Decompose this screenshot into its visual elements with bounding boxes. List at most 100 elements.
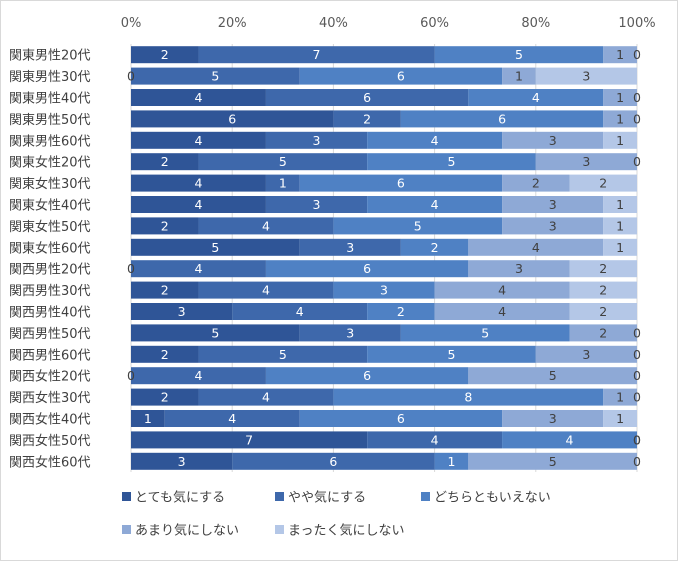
- data-label: 1: [515, 69, 523, 84]
- bar-segment: [367, 196, 503, 213]
- data-label: 6: [228, 111, 236, 126]
- category-label: 関東男性20代: [9, 48, 91, 64]
- bar-segment: [367, 131, 503, 149]
- data-label: 0: [633, 432, 641, 447]
- bar-segment: [265, 367, 469, 385]
- data-label: 1: [616, 240, 624, 255]
- data-label: 0: [633, 390, 641, 405]
- data-label: 0: [633, 325, 641, 340]
- bar-segment: [400, 110, 604, 128]
- bar-segment: [333, 281, 435, 299]
- data-label: 3: [582, 347, 590, 362]
- legend-swatch: [122, 525, 131, 534]
- data-label: 2: [431, 240, 439, 255]
- bar-segment: [299, 324, 401, 342]
- data-label: 6: [329, 454, 337, 469]
- bar-segment: [603, 131, 637, 149]
- category-label: 関西男性20代: [9, 263, 91, 278]
- legend-label: まったく気にしない: [288, 523, 404, 539]
- bar-segment: [502, 196, 604, 213]
- category-label: 関西女性50代: [9, 433, 91, 449]
- bar-segment: [535, 345, 637, 363]
- bar-segment: [502, 410, 604, 427]
- data-label: 4: [532, 90, 540, 105]
- data-label: 0: [633, 454, 641, 469]
- data-label: 6: [363, 261, 371, 276]
- data-label: 0: [633, 47, 641, 62]
- data-label: 0: [127, 368, 135, 383]
- category-label: 関東女性60代: [9, 240, 91, 256]
- data-label: 6: [397, 69, 405, 84]
- data-label: 2: [599, 176, 607, 191]
- bar-segment: [198, 388, 334, 406]
- bar-segment: [333, 110, 401, 128]
- data-label: 4: [532, 240, 540, 255]
- bar-segment: [367, 345, 536, 363]
- data-label: 1: [279, 176, 287, 191]
- category-label: 関東男性30代: [9, 69, 91, 85]
- data-label: 1: [616, 111, 624, 126]
- bar-segment: [299, 67, 503, 85]
- data-label: 6: [498, 111, 506, 126]
- data-label: 3: [549, 218, 557, 233]
- bar-segment: [131, 238, 300, 256]
- bar-segment: [131, 196, 266, 213]
- data-label: 2: [532, 176, 540, 191]
- category-label: 関西女性20代: [9, 369, 91, 385]
- bar-segment: [603, 89, 637, 106]
- bar-segment: [434, 46, 604, 64]
- legend-label: どちらともいえない: [434, 491, 551, 506]
- data-label: 3: [380, 283, 388, 298]
- bar-segment: [603, 238, 637, 256]
- category-label: 関東女性40代: [9, 198, 91, 214]
- bar-segment: [131, 46, 199, 64]
- legend-label: とても気にする: [135, 490, 225, 506]
- bar-segment: [198, 217, 334, 235]
- data-label: 5: [447, 347, 455, 362]
- data-label: 5: [279, 154, 287, 169]
- data-label: 2: [599, 325, 607, 340]
- data-label: 3: [346, 325, 354, 340]
- data-label: 2: [599, 304, 607, 319]
- bar-segment: [198, 281, 334, 299]
- bar-segment: [468, 89, 604, 106]
- bar-segments: [131, 46, 637, 470]
- data-label: 5: [414, 218, 422, 233]
- bar-segment: [131, 260, 266, 278]
- category-label: 関東女性50代: [9, 219, 91, 235]
- data-label: 2: [363, 111, 371, 126]
- data-label: 6: [363, 368, 371, 383]
- bar-segment: [131, 367, 266, 385]
- legend-swatch: [275, 525, 284, 534]
- category-labels: 関東男性20代関東男性30代関東男性40代関東男性50代関東男性60代関東女性2…: [9, 48, 91, 471]
- data-label: 5: [279, 347, 287, 362]
- data-label: 1: [616, 133, 624, 148]
- data-label: 0: [633, 368, 641, 383]
- bar-segment: [603, 388, 637, 406]
- category-label: 関東男性50代: [9, 112, 91, 128]
- bar-segment: [265, 260, 469, 278]
- data-label: 4: [194, 261, 202, 276]
- data-label: 4: [431, 133, 439, 148]
- data-label: 3: [515, 261, 523, 276]
- data-label: 0: [127, 261, 135, 276]
- bar-segment: [299, 238, 401, 256]
- bar-segment: [131, 281, 199, 299]
- data-label: 1: [616, 390, 624, 405]
- bar-segment: [502, 131, 604, 149]
- bar-segment: [131, 153, 199, 171]
- category-label: 関西女性30代: [9, 390, 91, 406]
- data-label: 4: [296, 304, 304, 319]
- data-label: 2: [161, 390, 169, 405]
- bar-segment: [131, 431, 368, 449]
- bar-segment: [535, 67, 637, 85]
- bar-segment: [131, 131, 266, 149]
- data-label: 5: [447, 154, 455, 169]
- data-label: 3: [582, 69, 590, 84]
- bar-segment: [265, 196, 368, 213]
- bar-segment: [569, 260, 637, 278]
- bar-segment: [569, 324, 637, 342]
- data-label: 5: [549, 454, 557, 469]
- x-tick-label: 0%: [121, 16, 142, 31]
